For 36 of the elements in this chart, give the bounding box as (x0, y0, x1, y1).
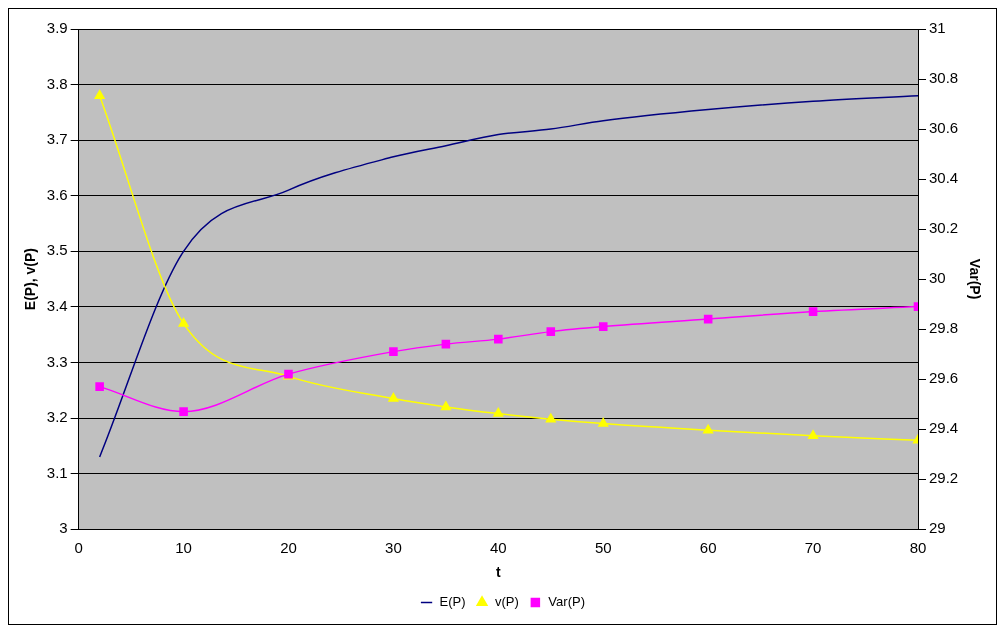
legend-label: E(P) (439, 594, 466, 610)
y-tick-label: 3.2 (46, 408, 68, 426)
y2-tick-label: 31 (929, 19, 946, 37)
y2-tick-label: 29 (929, 519, 946, 537)
y-tick-label: 3.3 (46, 352, 68, 370)
y2-tick-label: 30.4 (929, 169, 959, 187)
y2-tick-label: 29.6 (929, 369, 959, 387)
y-tick-label: 3.7 (46, 130, 68, 148)
y2-tick-label: 29.8 (929, 319, 959, 337)
y2-tick-label: 29.2 (929, 469, 959, 487)
y-tick-label: 3 (59, 519, 68, 537)
x-tick-label: 40 (489, 539, 507, 557)
x-tick-label: 0 (74, 539, 83, 557)
x-axis-title: t (495, 564, 501, 581)
y-axis-title: E(P), v(P) (22, 247, 39, 311)
y-tick-label: 3.1 (46, 463, 68, 481)
x-tick-label: 50 (594, 539, 612, 557)
legend-label: Var(P) (548, 594, 585, 610)
x-tick-label: 30 (385, 539, 402, 557)
legend-label: v(P) (495, 594, 519, 610)
y-tick-label: 3.9 (46, 19, 68, 37)
x-tick-label: 60 (699, 539, 717, 557)
x-tick-label: 10 (175, 539, 192, 557)
y2-tick-label: 30.2 (929, 219, 959, 237)
y-tick-label: 3.5 (46, 241, 68, 259)
y-tick-label: 3.8 (46, 74, 68, 92)
y2-axis-title: Var(P) (966, 258, 983, 300)
y2-tick-label: 29.4 (929, 419, 959, 437)
y2-tick-label: 30.6 (929, 119, 959, 137)
x-tick-label: 20 (280, 539, 297, 557)
y-tick-label: 3.4 (46, 297, 68, 315)
y2-tick-label: 30 (929, 269, 946, 287)
y2-tick-label: 30.8 (929, 69, 959, 87)
x-tick-label: 80 (909, 539, 927, 557)
x-tick-label: 70 (804, 539, 822, 557)
y-tick-label: 3.6 (46, 185, 68, 203)
